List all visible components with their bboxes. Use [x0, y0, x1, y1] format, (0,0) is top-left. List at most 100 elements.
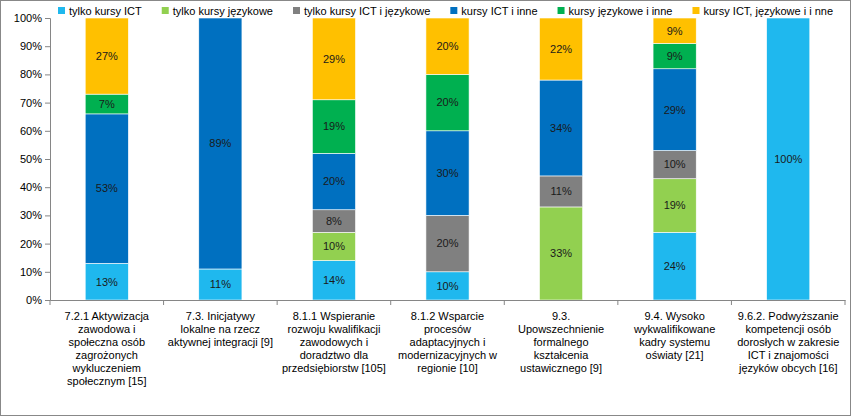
bar-segment	[426, 18, 469, 74]
y-tick-label: 80%	[20, 68, 42, 80]
data-label: 100%	[774, 153, 802, 165]
x-tick: 7.3. Inicjatywylokalne na rzeczaktywnej …	[168, 300, 273, 348]
bar-segment	[539, 176, 582, 207]
y-tick: 80%	[20, 68, 50, 80]
series	[312, 179, 696, 300]
y-tick-mark	[45, 300, 50, 301]
bar-segment	[312, 153, 355, 209]
y-tick-mark	[45, 187, 50, 188]
legend-item: tylko kursy ICT	[58, 5, 142, 17]
x-tick-label: 9.4. Wysokowykwalifikowanekadry systemuo…	[633, 310, 715, 361]
y-tick-label: 60%	[20, 125, 42, 137]
y-tick: 10%	[20, 266, 50, 278]
data-label: 89%	[209, 137, 231, 149]
bar-segment	[426, 131, 469, 216]
bar-segment	[426, 272, 469, 300]
y-tick: 20%	[20, 238, 50, 250]
x-tick-label: 9.6.2. Podwyższaniekompetencji osóbdoros…	[737, 310, 839, 374]
legend-label: kursy ICT, językowe i i nne	[703, 5, 833, 17]
y-tick-label: 30%	[20, 209, 42, 221]
bar-segment	[539, 80, 582, 176]
data-label: 53%	[96, 182, 118, 194]
data-label: 24%	[664, 260, 686, 272]
series	[85, 18, 696, 269]
legend-item: tylko kursy językowe	[162, 5, 273, 17]
data-label: 29%	[323, 53, 345, 65]
y-tick-mark	[45, 131, 50, 132]
legend-swatch	[58, 7, 65, 14]
x-tick: 8.1.1 Wspieranierozwoju kwalifikacjizawo…	[282, 300, 386, 374]
y-tick: 50%	[20, 153, 50, 165]
data-label: 9%	[667, 25, 683, 37]
x-tick-label: 8.1.1 Wspieranierozwoju kwalifikacjizawo…	[282, 310, 386, 374]
data-label: 27%	[96, 50, 118, 62]
x-tick: 9.6.2. Podwyższaniekompetencji osóbdoros…	[737, 300, 839, 374]
data-label: 9%	[667, 50, 683, 62]
data-label: 10%	[323, 240, 345, 252]
x-tick-label: 7.2.1 Aktywizacjazawodowa ispołeczna osó…	[65, 310, 150, 387]
bar-segment	[767, 18, 810, 19]
x-separator	[50, 300, 51, 305]
bar-segment	[199, 18, 242, 19]
bar-segment	[85, 94, 128, 114]
x-separator	[504, 300, 505, 305]
y-tick: 70%	[20, 97, 50, 109]
y-tick-label: 70%	[20, 97, 42, 109]
bar-segment	[85, 114, 128, 263]
legend-item: kursy ICT i inne	[450, 5, 537, 17]
y-tick-label: 40%	[20, 181, 42, 193]
y-tick-mark	[45, 159, 50, 160]
y-tick-label: 90%	[20, 40, 42, 52]
bar-segment	[312, 261, 355, 300]
legend-swatch	[558, 7, 565, 14]
x-separator	[277, 300, 278, 305]
y-tick-mark	[45, 215, 50, 216]
bar-segment	[426, 215, 469, 271]
y-tick-label: 100%	[14, 12, 42, 24]
legend-swatch	[692, 7, 699, 14]
y-tick-label: 50%	[20, 153, 42, 165]
bar-segment	[767, 18, 810, 19]
legend-swatch	[450, 7, 457, 14]
data-label: 11%	[550, 185, 571, 197]
bar-segment	[85, 18, 128, 94]
data-label: 14%	[323, 274, 345, 286]
x-separator	[390, 300, 391, 305]
x-tick: 7.2.1 Aktywizacjazawodowa ispołeczna osó…	[65, 300, 150, 387]
x-axis-line	[51, 300, 846, 301]
data-label: 7%	[99, 98, 115, 110]
bar-segment	[767, 18, 810, 19]
y-tick-mark	[45, 18, 50, 19]
data-label: 29%	[664, 104, 686, 116]
data-label: 34%	[550, 122, 572, 134]
bar-segment	[312, 210, 355, 233]
x-tick: 8.1.2 Wsparcieprocesówadaptacyjnych imod…	[398, 300, 497, 374]
y-tick-mark	[45, 244, 50, 245]
bar-segment	[312, 232, 355, 260]
data-label: 33%	[550, 247, 572, 259]
x-tick-label: 9.3.Upowszechnienieformalnegokształcenia…	[518, 310, 604, 374]
bar-segment	[653, 18, 696, 43]
x-separator	[617, 300, 618, 305]
data-labels: 13%11%14%10%24%100%10%33%19%8%20%11%10%5…	[96, 25, 803, 292]
series	[85, 18, 810, 300]
bar-segment	[767, 18, 810, 300]
legend-label: kursy językowe i inne	[569, 5, 673, 17]
data-label: 20%	[436, 40, 458, 52]
legend: tylko kursy ICTtylko kursy językowetylko…	[58, 5, 833, 17]
plot: 0%10%20%30%40%50%60%70%80%90%100%13%11%1…	[14, 12, 846, 387]
x-tick: 9.4. Wysokowykwalifikowanekadry systemuo…	[633, 300, 715, 361]
y-axis-line	[45, 19, 51, 301]
x-separator	[731, 300, 732, 305]
x-separator	[845, 300, 846, 305]
bar-segment	[653, 179, 696, 233]
data-label: 8%	[326, 215, 342, 227]
x-tick: 9.3.Upowszechnienieformalnegokształcenia…	[518, 300, 604, 374]
bars	[85, 18, 810, 300]
x-tick-label: 7.3. Inicjatywylokalne na rzeczaktywnej …	[168, 310, 273, 348]
y-tick: 60%	[20, 125, 50, 137]
data-label: 20%	[323, 175, 345, 187]
data-label: 19%	[323, 120, 345, 132]
data-label: 11%	[210, 278, 231, 290]
bar-segment	[653, 43, 696, 68]
